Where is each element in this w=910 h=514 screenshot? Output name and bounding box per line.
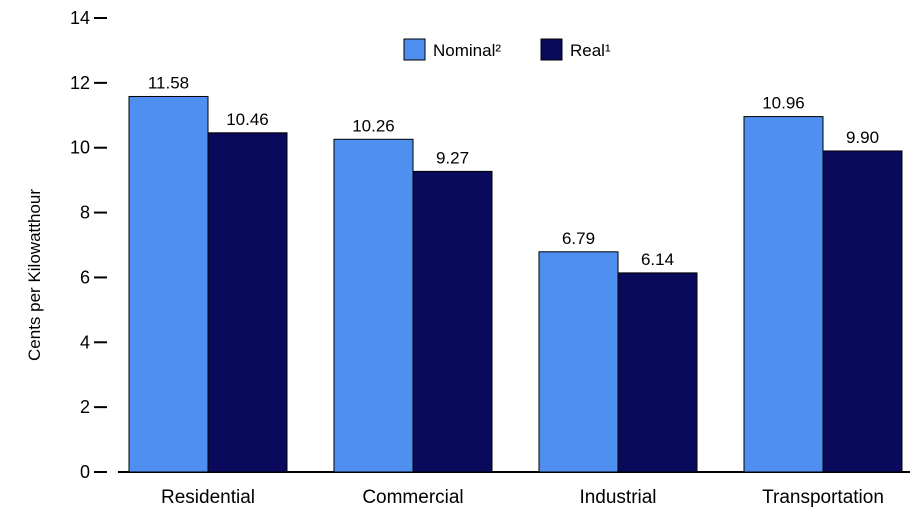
bar-value-label: 6.79 xyxy=(562,229,595,248)
bar-nominal xyxy=(538,251,619,473)
y-tick-label: 6 xyxy=(80,267,90,287)
bar-value-label: 6.14 xyxy=(641,250,674,269)
bar-value-label: 11.58 xyxy=(148,73,189,92)
legend-swatch xyxy=(540,38,563,61)
bar-nominal xyxy=(743,116,824,473)
y-tick-label: 10 xyxy=(70,138,90,158)
x-category-label: Commercial xyxy=(362,487,463,508)
legend-label: Nominal² xyxy=(433,41,501,60)
y-tick-label: 0 xyxy=(80,462,90,482)
bar-nominal xyxy=(128,95,209,473)
bar-value-label: 10.96 xyxy=(762,94,805,113)
y-tick-label: 4 xyxy=(80,332,90,352)
y-tick-label: 14 xyxy=(70,8,90,28)
bar-nominal xyxy=(333,138,414,473)
y-tick-label: 2 xyxy=(80,397,90,417)
y-tick-label: 8 xyxy=(80,203,90,223)
y-tick-label: 12 xyxy=(70,73,90,93)
bar-real xyxy=(617,272,698,473)
legend-label: Real¹ xyxy=(570,41,611,60)
y-axis-title: Cents per Kilowatthour xyxy=(25,189,44,361)
bar-value-label: 10.46 xyxy=(226,110,269,129)
x-category-label: Transportation xyxy=(762,487,884,508)
bar-real xyxy=(822,150,903,473)
legend-swatch xyxy=(403,38,426,61)
bar-value-label: 10.26 xyxy=(352,116,395,135)
bar-layer xyxy=(128,95,903,473)
label-layer: 11.58 10.46 Residential 10.26 9.27 Commercial… xyxy=(148,73,884,508)
bar-real xyxy=(207,132,288,473)
x-category-label: Residential xyxy=(161,487,255,508)
x-category-label: Industrial xyxy=(579,487,656,508)
bar-value-label: 9.90 xyxy=(846,128,879,147)
bar-value-label: 9.27 xyxy=(436,148,469,167)
legend: Nominal² Real¹ xyxy=(403,38,611,61)
bar-real xyxy=(412,170,493,473)
